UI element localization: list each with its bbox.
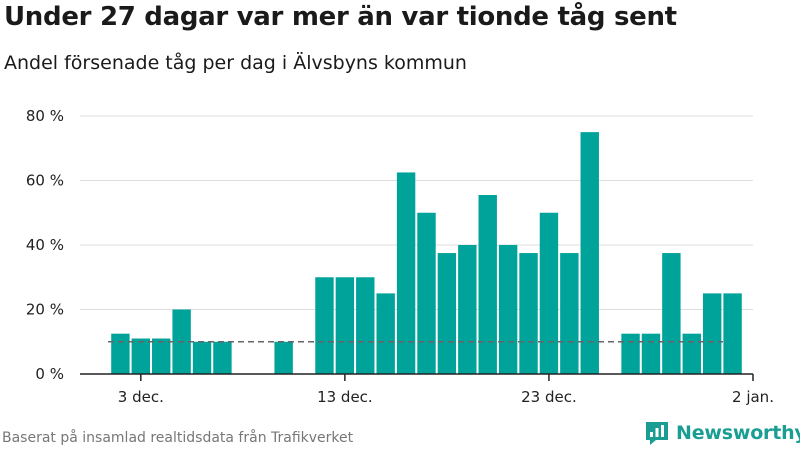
bar[interactable] [274,341,293,374]
bar[interactable] [723,293,742,374]
source-note: Baserat på insamlad realtidsdata från Tr… [2,430,354,446]
bar[interactable] [580,132,599,374]
y-tick-label: 40 % [26,236,64,254]
bar[interactable] [192,341,212,374]
x-axis [80,373,754,381]
newsworthy-chart-icon [646,422,668,445]
bar[interactable] [662,253,681,374]
bar[interactable] [356,277,375,374]
x-tick-label: 3 dec. [118,388,164,406]
bar-chart: 0 % 20 % 40 % 60 % 80 % 3 dec. 13 dec. 23 dec. 2… [26,107,774,406]
bar[interactable] [560,253,579,374]
bar[interactable] [417,212,436,374]
bar[interactable] [458,245,477,374]
y-tick-label: 0 % [35,365,64,383]
axis-labels: 0 % 20 % 40 % 60 % 80 % 3 dec. 13 dec. 23 dec. 2… [26,107,774,406]
x-tick-label: 23 dec. [521,388,577,406]
bar[interactable] [702,293,722,374]
bar[interactable] [152,338,171,374]
y-tick-label: 80 % [26,107,64,125]
newsworthy-logo[interactable]: Newsworthy [644,420,800,446]
bar[interactable] [539,212,559,374]
bar[interactable] [335,277,355,374]
bar[interactable] [131,338,151,374]
bar[interactable] [315,277,334,374]
bar[interactable] [519,253,538,374]
bar[interactable] [621,333,640,374]
x-tick-label: 2 jan. [732,388,774,406]
x-tick-label: 13 dec. [317,388,373,406]
brand-name: Newsworthy [676,422,800,444]
bar[interactable] [437,253,457,374]
bar[interactable] [213,341,232,374]
bar[interactable] [682,333,701,374]
grid-lines [80,115,753,310]
bar[interactable] [376,293,395,374]
chart-subtitle: Andel försenade tåg per dag i Älvsbyns k… [4,52,467,74]
y-tick-label: 60 % [26,172,64,190]
bar[interactable] [396,172,416,374]
y-tick-label: 20 % [26,301,64,319]
bar[interactable] [641,333,661,374]
bar[interactable] [478,195,497,374]
chart-title: Under 27 dagar var mer än var tionde tåg… [4,2,677,32]
bar[interactable] [111,333,130,374]
bars [111,132,742,374]
bar[interactable] [498,245,518,374]
